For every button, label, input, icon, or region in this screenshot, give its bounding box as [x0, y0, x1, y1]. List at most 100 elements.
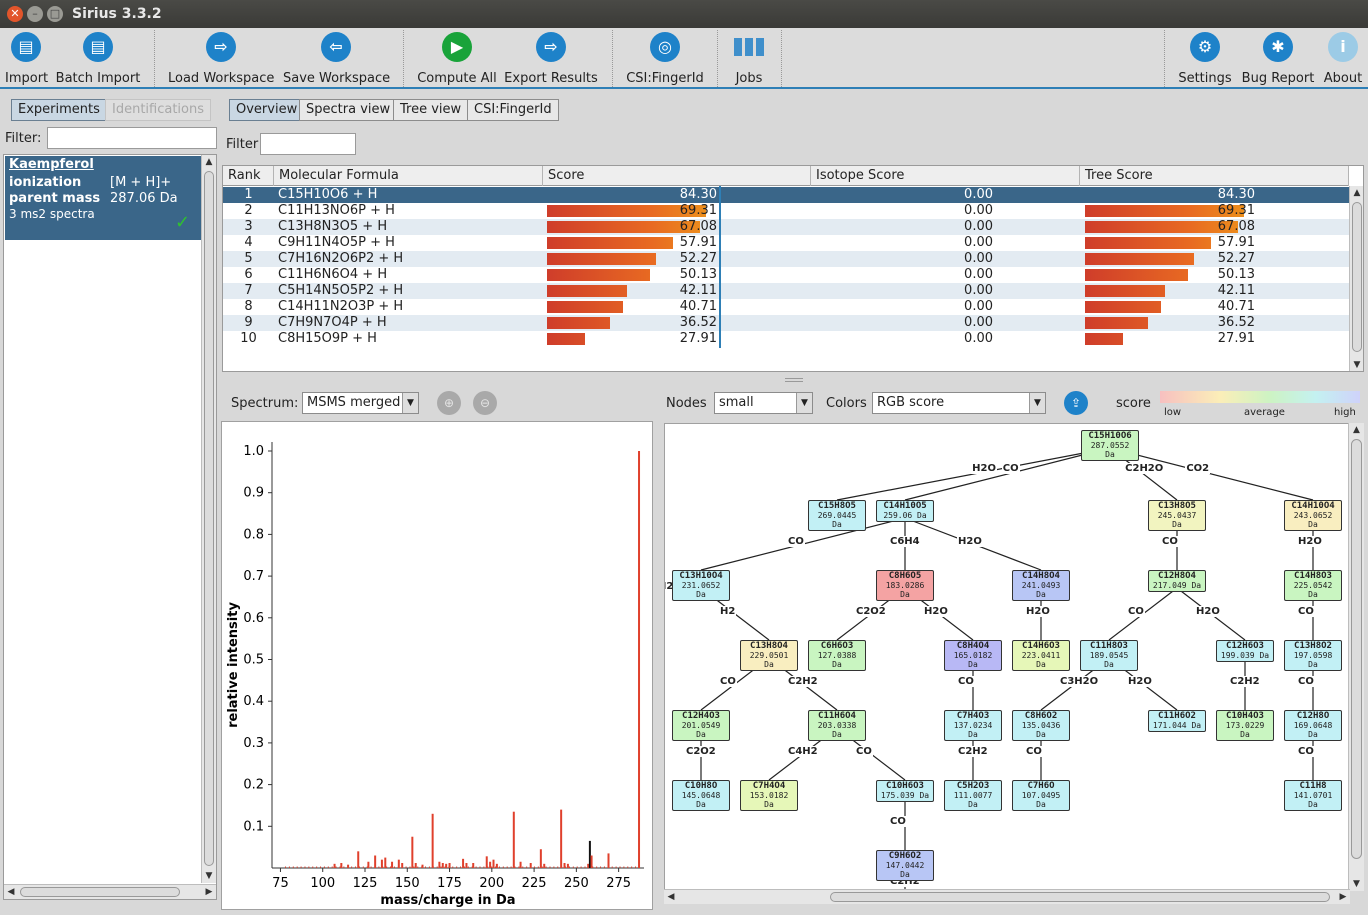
spectrum-select[interactable]: MSMS merged ▼ [302, 392, 419, 414]
tree-node[interactable]: C13H8O2 197.0598 Da [1284, 640, 1342, 671]
scroll-down-icon[interactable]: ▼ [1353, 879, 1360, 889]
scroll-right-icon[interactable]: ▶ [205, 887, 213, 897]
tree-node[interactable]: C14H6O3 223.0411 Da [1012, 640, 1070, 671]
load-workspace-button[interactable]: ⇨ Load Workspace [168, 32, 274, 86]
tab-spectra-view[interactable]: Spectra view [299, 99, 398, 121]
table-row[interactable]: 5 C7H16N2O6P2 + H 52.27 52.27 0.00 [223, 251, 1349, 267]
column-header-isotope[interactable]: Isotope Score [811, 166, 1080, 186]
experiment-list-vscrollbar[interactable]: ▲ ▼ [201, 155, 216, 883]
scrollbar-thumb[interactable] [204, 171, 214, 866]
scrollbar-thumb[interactable] [1352, 202, 1362, 352]
table-row[interactable]: 10 C8H15O9P + H 27.91 27.91 0.00 [223, 331, 1349, 347]
experiment-filter-input[interactable] [47, 127, 217, 149]
column-header-tree-score[interactable]: Tree Score [1080, 166, 1349, 186]
tree-node[interactable]: C12H6O3 199.039 Da [1216, 640, 1274, 662]
tree-node[interactable]: C5H2O3 111.0077 Da [944, 780, 1002, 811]
tree-node[interactable]: C7H6O 107.0495 Da [1012, 780, 1070, 811]
minimize-window-button[interactable]: – [27, 6, 43, 22]
table-row[interactable]: 7 C5H14N5O5P2 + H 42.11 42.11 0.00 [223, 283, 1349, 299]
tree-node[interactable]: C12H8O 169.0648 Da [1284, 710, 1342, 741]
tree-node[interactable]: C10H4O3 173.0229 Da [1216, 710, 1274, 741]
table-row[interactable]: 4 C9H11N4O5P + H 57.91 57.91 0.00 [223, 235, 1349, 251]
scroll-right-icon[interactable]: ▶ [1339, 892, 1347, 902]
bug-report-button[interactable]: ✱ Bug Report [1241, 32, 1315, 86]
edge-label: C3H2O [1059, 676, 1100, 687]
tree-node[interactable]: C7H4O4 153.0182 Da [740, 780, 798, 811]
tree-vscrollbar[interactable]: ▲ ▼ [1348, 423, 1364, 891]
tree-node[interactable]: C11H6O2 171.044 Da [1148, 710, 1206, 732]
table-row[interactable]: 2 C11H13NO6P + H 69.31 69.31 0.00 [223, 203, 1349, 219]
tree-node[interactable]: C11H6O4 203.0338 Da [808, 710, 866, 741]
table-vscrollbar[interactable]: ▲ ▼ [1349, 186, 1363, 371]
colors-select[interactable]: RGB score ▼ [872, 392, 1046, 414]
nodes-size-select[interactable]: small ▼ [714, 392, 813, 414]
tree-node[interactable]: C14H8O4 241.0493 Da [1012, 570, 1070, 601]
scroll-down-icon[interactable]: ▼ [1353, 360, 1361, 370]
zoom-in-icon[interactable]: ⊕ [437, 391, 461, 415]
table-row[interactable]: 3 C13H8N3O5 + H 67.08 67.08 0.00 [223, 219, 1349, 235]
table-row[interactable]: 1 C15H10O6 + H 84.30 84.30 0.00 [223, 187, 1349, 203]
scrollbar-thumb[interactable] [1351, 439, 1362, 859]
experiment-card[interactable]: Kaempferol ionization [M + H]+ parent ma… [5, 156, 201, 240]
scrollbar-thumb[interactable] [830, 892, 1330, 902]
tree-node[interactable]: C6H6O3 127.0388 Da [808, 640, 866, 671]
tab-tree-view[interactable]: Tree view [393, 99, 469, 121]
scroll-up-icon[interactable]: ▲ [1353, 188, 1361, 198]
close-window-button[interactable]: ✕ [7, 6, 23, 22]
tree-node[interactable]: C12H8O4 217.049 Da [1148, 570, 1206, 592]
tree-node[interactable]: C13H8O5 245.0437 Da [1148, 500, 1206, 531]
tree-node[interactable]: C11H8 141.0701 Da [1284, 780, 1342, 811]
tree-node[interactable]: C9H6O2 147.0442 Da [876, 850, 934, 881]
node-formula: C14H10O5 [883, 501, 927, 511]
tree-node[interactable]: C13H10O4 231.0652 Da [672, 570, 730, 601]
tree-node[interactable]: C8H4O4 165.0182 Da [944, 640, 1002, 671]
scroll-left-icon[interactable]: ◀ [667, 892, 675, 902]
scroll-down-icon[interactable]: ▼ [205, 871, 213, 881]
table-row[interactable]: 6 C11H6N6O4 + H 50.13 50.13 0.00 [223, 267, 1349, 283]
tree-node[interactable]: C7H4O3 137.0234 Da [944, 710, 1002, 741]
tree-node[interactable]: C14H10O5 259.06 Da [876, 500, 934, 522]
export-tree-icon[interactable]: ⇪ [1064, 391, 1088, 415]
csi-fingerid-button[interactable]: ◎ CSI:FingerId [626, 32, 704, 86]
tree-node[interactable]: C14H8O3 225.0542 Da [1284, 570, 1342, 601]
table-row[interactable]: 9 C7H9N7O4P + H 36.52 36.52 0.00 [223, 315, 1349, 331]
column-header-formula[interactable]: Molecular Formula [274, 166, 543, 186]
fragmentation-tree-canvas[interactable]: H2O CO C2H2O CO2 CO C6H4 H2O CO H2O H2O H2 C2O2 H2O H… [664, 423, 1350, 891]
jobs-button[interactable]: Jobs [730, 32, 768, 86]
experiment-list-hscrollbar[interactable]: ◀ ▶ [4, 884, 216, 899]
tree-node[interactable]: C14H10O4 243.0652 Da [1284, 500, 1342, 531]
scroll-left-icon[interactable]: ◀ [7, 887, 15, 897]
scrollbar-thumb[interactable] [20, 887, 180, 897]
tree-node[interactable]: C15H10O6 287.0552 Da [1081, 430, 1139, 461]
tab-overview[interactable]: Overview [229, 99, 305, 121]
tree-node[interactable]: C8H6O2 135.0436 Da [1012, 710, 1070, 741]
tree-hscrollbar[interactable]: ◀ ▶ [664, 889, 1350, 904]
export-results-button[interactable]: ⇨ Export Results [503, 32, 599, 86]
save-workspace-button[interactable]: ⇦ Save Workspace [283, 32, 390, 86]
tree-node[interactable]: C8H6O5 183.0286 Da [876, 570, 934, 601]
scroll-up-icon[interactable]: ▲ [205, 157, 213, 167]
tree-node[interactable]: C10H8O 145.0648 Da [672, 780, 730, 811]
tab-identifications[interactable]: Identifications [105, 99, 212, 121]
tree-node[interactable]: C11H8O3 189.0545 Da [1080, 640, 1138, 671]
scroll-up-icon[interactable]: ▲ [1353, 425, 1360, 435]
maximize-window-button[interactable]: □ [47, 6, 63, 22]
tree-node[interactable]: C15H8O5 269.0445 Da [808, 500, 866, 531]
split-pane-handle[interactable] [785, 378, 803, 382]
tab-experiments[interactable]: Experiments [11, 99, 107, 121]
tree-node[interactable]: C12H4O3 201.0549 Da [672, 710, 730, 741]
zoom-out-icon[interactable]: ⊖ [473, 391, 497, 415]
import-button[interactable]: ▤ Import [5, 32, 48, 86]
settings-button[interactable]: ⚙ Settings [1177, 32, 1233, 86]
formula-filter-input[interactable] [260, 133, 356, 155]
column-header-rank[interactable]: Rank [223, 166, 274, 186]
tree-node[interactable]: C13H8O4 229.0501 Da [740, 640, 798, 671]
about-button[interactable]: i About [1322, 32, 1364, 86]
tree-node[interactable]: C10H6O3 175.039 Da [876, 780, 934, 802]
table-row[interactable]: 8 C14H11N2O3P + H 40.71 40.71 0.00 [223, 299, 1349, 315]
tab-csi-fingerid[interactable]: CSI:FingerId [467, 99, 559, 121]
column-header-score[interactable]: Score [543, 166, 811, 186]
compute-all-button[interactable]: ▶ Compute All [417, 32, 497, 86]
batch-import-button[interactable]: ▤ Batch Import [55, 32, 141, 86]
spectrum-plot[interactable]: 0.1 0.2 0.3 0.4 0.5 0.6 0.7 0.8 0.9 1.0 75 100 125 15… [221, 421, 653, 910]
